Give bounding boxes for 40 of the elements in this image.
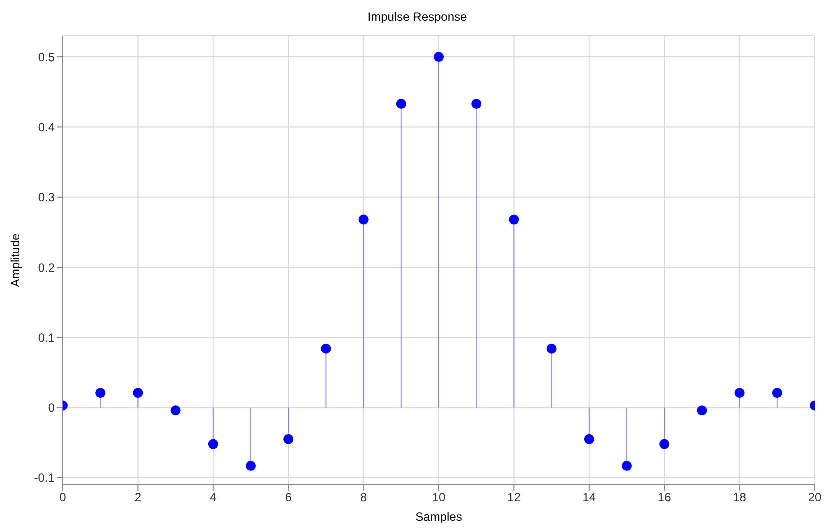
- point: [246, 461, 256, 472]
- point: [660, 439, 670, 450]
- point: [622, 461, 632, 472]
- point: [472, 99, 482, 110]
- x-tick-label: 20: [808, 490, 822, 505]
- x-tick-label: 18: [733, 490, 747, 505]
- point: [321, 344, 332, 354]
- y-tick-label: 0.5: [38, 50, 56, 64]
- point: [509, 214, 520, 225]
- x-tick-label: 16: [658, 490, 672, 505]
- y-tick-label: -0.1: [34, 471, 56, 486]
- point: [546, 344, 557, 354]
- y-tick-label: 0.4: [38, 120, 56, 134]
- x-tick-label: 10: [432, 490, 446, 505]
- x-tick-label: 12: [508, 490, 522, 505]
- point: [584, 434, 594, 444]
- x-tick-label: 0: [60, 490, 67, 505]
- x-tick-label: 2: [134, 490, 142, 505]
- chart-title: Impulse Response: [366, 9, 468, 26]
- y-tick-label: 0.2: [38, 260, 56, 275]
- point: [133, 388, 144, 398]
- x-tick-label: 6: [285, 490, 292, 505]
- x-tick-label: 14: [582, 490, 596, 505]
- point: [434, 52, 444, 62]
- point: [396, 99, 406, 110]
- point: [284, 434, 294, 444]
- point: [96, 388, 106, 398]
- x-tick-label: 8: [360, 490, 368, 505]
- y-axis-title: Amplitude: [8, 234, 22, 288]
- point: [170, 406, 181, 416]
- y-tick-label: 0: [48, 401, 56, 416]
- point: [772, 388, 782, 398]
- point: [734, 388, 745, 398]
- x-axis-title: Samples: [416, 510, 462, 524]
- point: [208, 439, 218, 450]
- point: [358, 214, 369, 225]
- y-tick-label: 0.1: [38, 330, 56, 345]
- point: [697, 406, 708, 416]
- y-tick-label: 0.3: [38, 190, 56, 205]
- x-tick-label: 4: [210, 490, 218, 505]
